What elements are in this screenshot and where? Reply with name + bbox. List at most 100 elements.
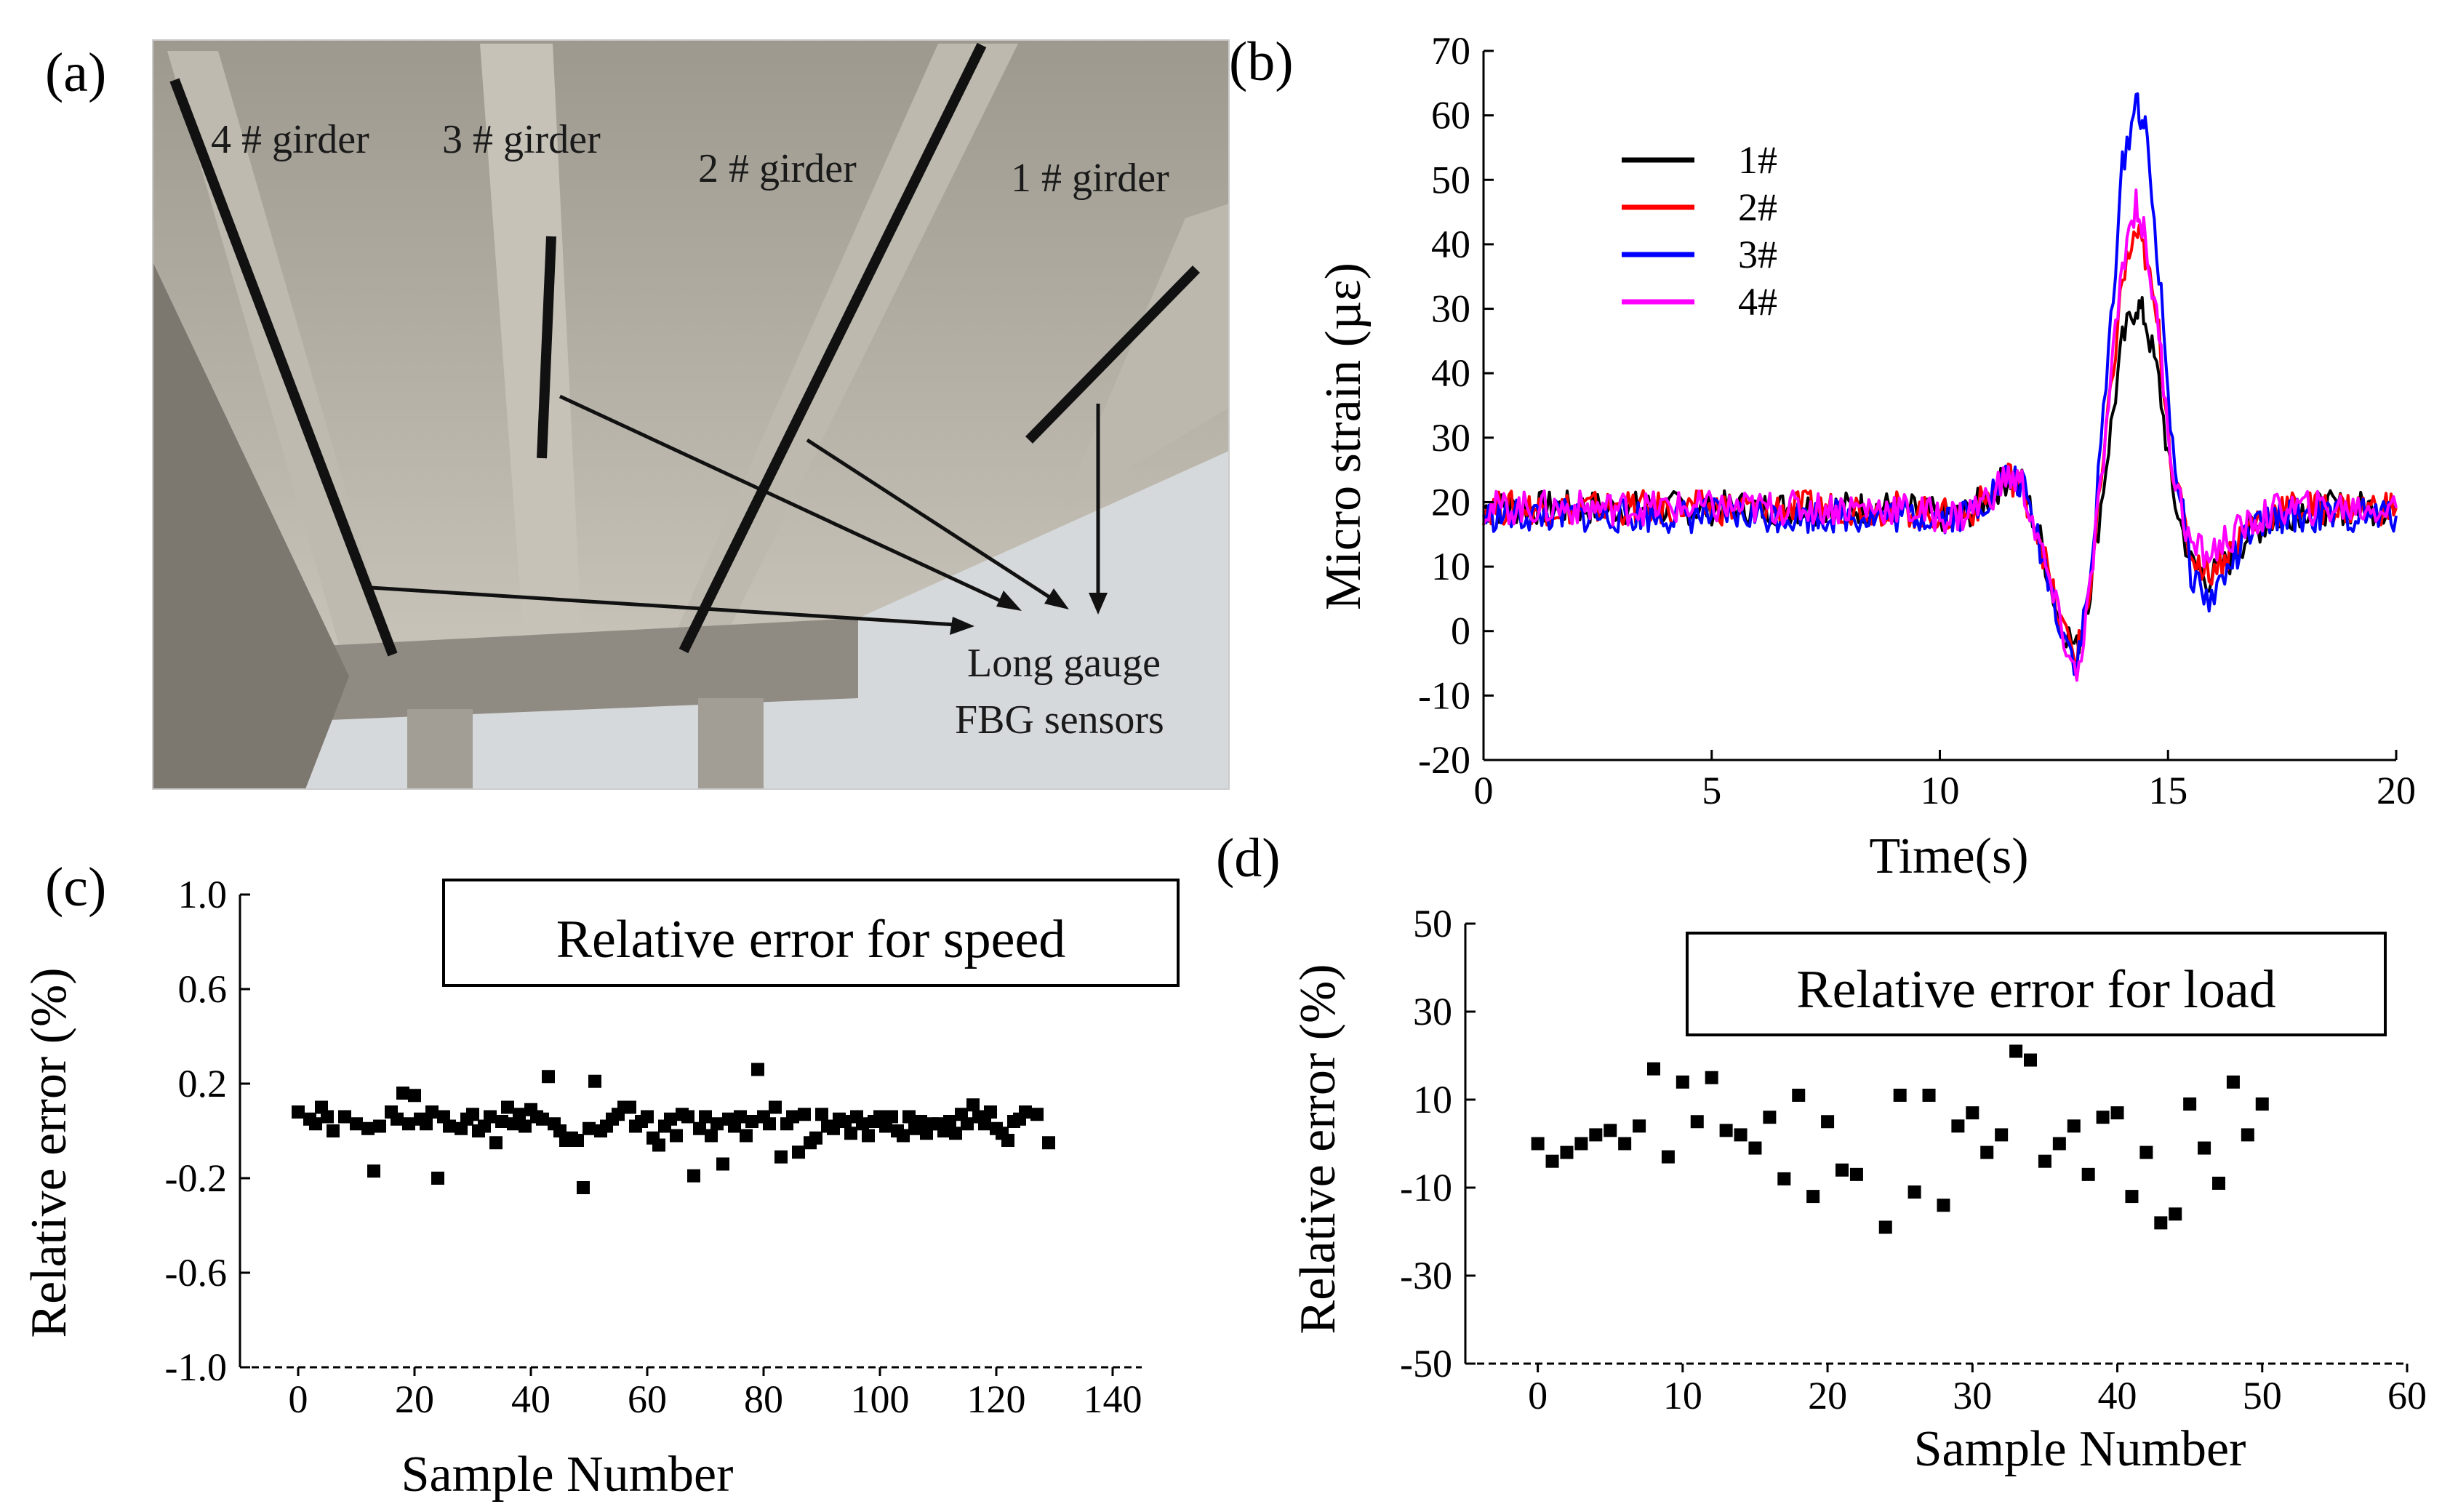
load-point [1618,1137,1632,1151]
speed-point [484,1110,497,1124]
speed-point [687,1169,700,1183]
legend-label-2: 2# [1738,185,1777,229]
load-x-tick-label: 20 [1808,1374,1847,1417]
load-point [1966,1106,1979,1120]
speed-point [710,1117,724,1131]
load-x-axis-title: Sample Number [1914,1421,2246,1477]
strain-y-tick-label: -10 [1418,673,1470,717]
speed-points-group [292,1063,1055,1194]
load-x-tick-label: 50 [2243,1374,2282,1417]
load-point [1676,1075,1689,1089]
panel-label-d: (d) [1216,828,1281,889]
speed-x-tick-label: 100 [851,1377,910,1421]
load-y-tick-label: -10 [1400,1166,1452,1209]
speed-x-axis-title: Sample Number [401,1447,734,1503]
load-point [2009,1044,2023,1058]
strain-x-tick-label: 20 [2377,769,2416,812]
load-point [1763,1111,1777,1124]
load-point [2255,1097,2269,1111]
pier-column-middle [407,709,473,789]
girder-web-3 [480,44,582,640]
speed-point [641,1110,654,1124]
speed-x-tick-label: 0 [289,1377,308,1421]
speed-point [699,1110,712,1124]
speed-point [1001,1134,1014,1147]
speed-point [402,1117,415,1131]
speed-point [897,1129,910,1143]
speed-point [408,1089,421,1103]
arrowhead-3 [996,591,1022,611]
fbg-sensor-1 [1025,265,1201,444]
load-point [1821,1115,1835,1129]
speed-x-tick-label: 60 [628,1377,667,1421]
load-point [1995,1128,2009,1142]
speed-point [751,1063,764,1076]
speed-title-box [442,879,1180,987]
speed-point [838,1115,852,1128]
speed-point [338,1110,351,1124]
load-point [1748,1141,1762,1155]
load-y-tick-label: -50 [1400,1342,1452,1385]
speed-point [734,1110,747,1124]
load-x-tick-label: 0 [1528,1374,1548,1417]
load-point [2096,1111,2110,1124]
load-x-tick-label: 10 [1663,1374,1702,1417]
strain-y-tick-label: -20 [1418,738,1470,782]
load-x-tick-label: 40 [2098,1374,2137,1417]
speed-point [978,1117,991,1131]
speed-point [798,1108,811,1121]
load-y-tick-label: 30 [1413,990,1452,1033]
load-point [2110,1106,2124,1120]
speed-x-tick-label: 20 [395,1377,434,1421]
speed-point [425,1105,439,1119]
speed-point [489,1136,503,1150]
load-point [1792,1088,1806,1102]
strain-series-line-1 [1482,296,2397,655]
strain-series-group [1482,92,2398,682]
speed-point [513,1108,526,1121]
load-y-tick-label: 50 [1413,902,1452,945]
speed-y-tick-label: -0.2 [165,1156,227,1200]
load-point [1690,1115,1704,1129]
load-point [1705,1071,1718,1084]
speed-point [536,1112,549,1126]
girder-label-3: 3 # girder [442,117,601,162]
load-point [1531,1137,1545,1151]
speed-point [327,1124,340,1137]
strain-chart: 0 5 10 15 20 -20 -10 0 10 20 30 40 30 40 50 60 70 1#2#3#… [1316,29,2416,884]
speed-x-tick-label: 80 [744,1377,783,1421]
legend-label-3: 3# [1738,233,1777,276]
speed-point [815,1108,828,1121]
load-x-tick-label: 30 [1953,1374,1992,1417]
load-y-axis-title: Relative error (%) [1290,964,1346,1334]
load-point [1777,1172,1791,1185]
fbg-sensor-4 [169,78,398,657]
adjacent-deck [153,262,349,789]
speed-point [809,1131,822,1145]
load-y-tick-label: 10 [1413,1078,1452,1121]
strain-y-tick-label: 40 [1431,223,1470,266]
load-title-box [1686,932,2387,1036]
arrow-sensor-2 [806,438,1063,607]
speed-y-tick-label: 0.2 [178,1062,228,1105]
girder-label-1: 1 # girder [1011,156,1169,201]
load-point [1734,1128,1748,1142]
load-x-tick-label: 60 [2387,1374,2427,1417]
speed-point [420,1117,433,1131]
deck-underside [153,40,1229,676]
load-point [1980,1145,1994,1159]
speed-point [774,1150,788,1164]
legend-label-4: 4# [1738,280,1777,324]
load-point [1907,1185,1921,1199]
fbg-sensor-2 [678,42,987,654]
speed-point [949,1127,962,1140]
speed-point [396,1087,409,1100]
speed-chart-title: Relative error for speed [556,910,1066,969]
sensor-label-line2: FBG sensors [955,697,1164,743]
speed-point [367,1164,380,1178]
strain-x-tick-label: 15 [2148,769,2187,812]
speed-point [961,1117,974,1131]
load-y-tick-label: -30 [1400,1254,1452,1297]
speed-point [664,1112,677,1126]
